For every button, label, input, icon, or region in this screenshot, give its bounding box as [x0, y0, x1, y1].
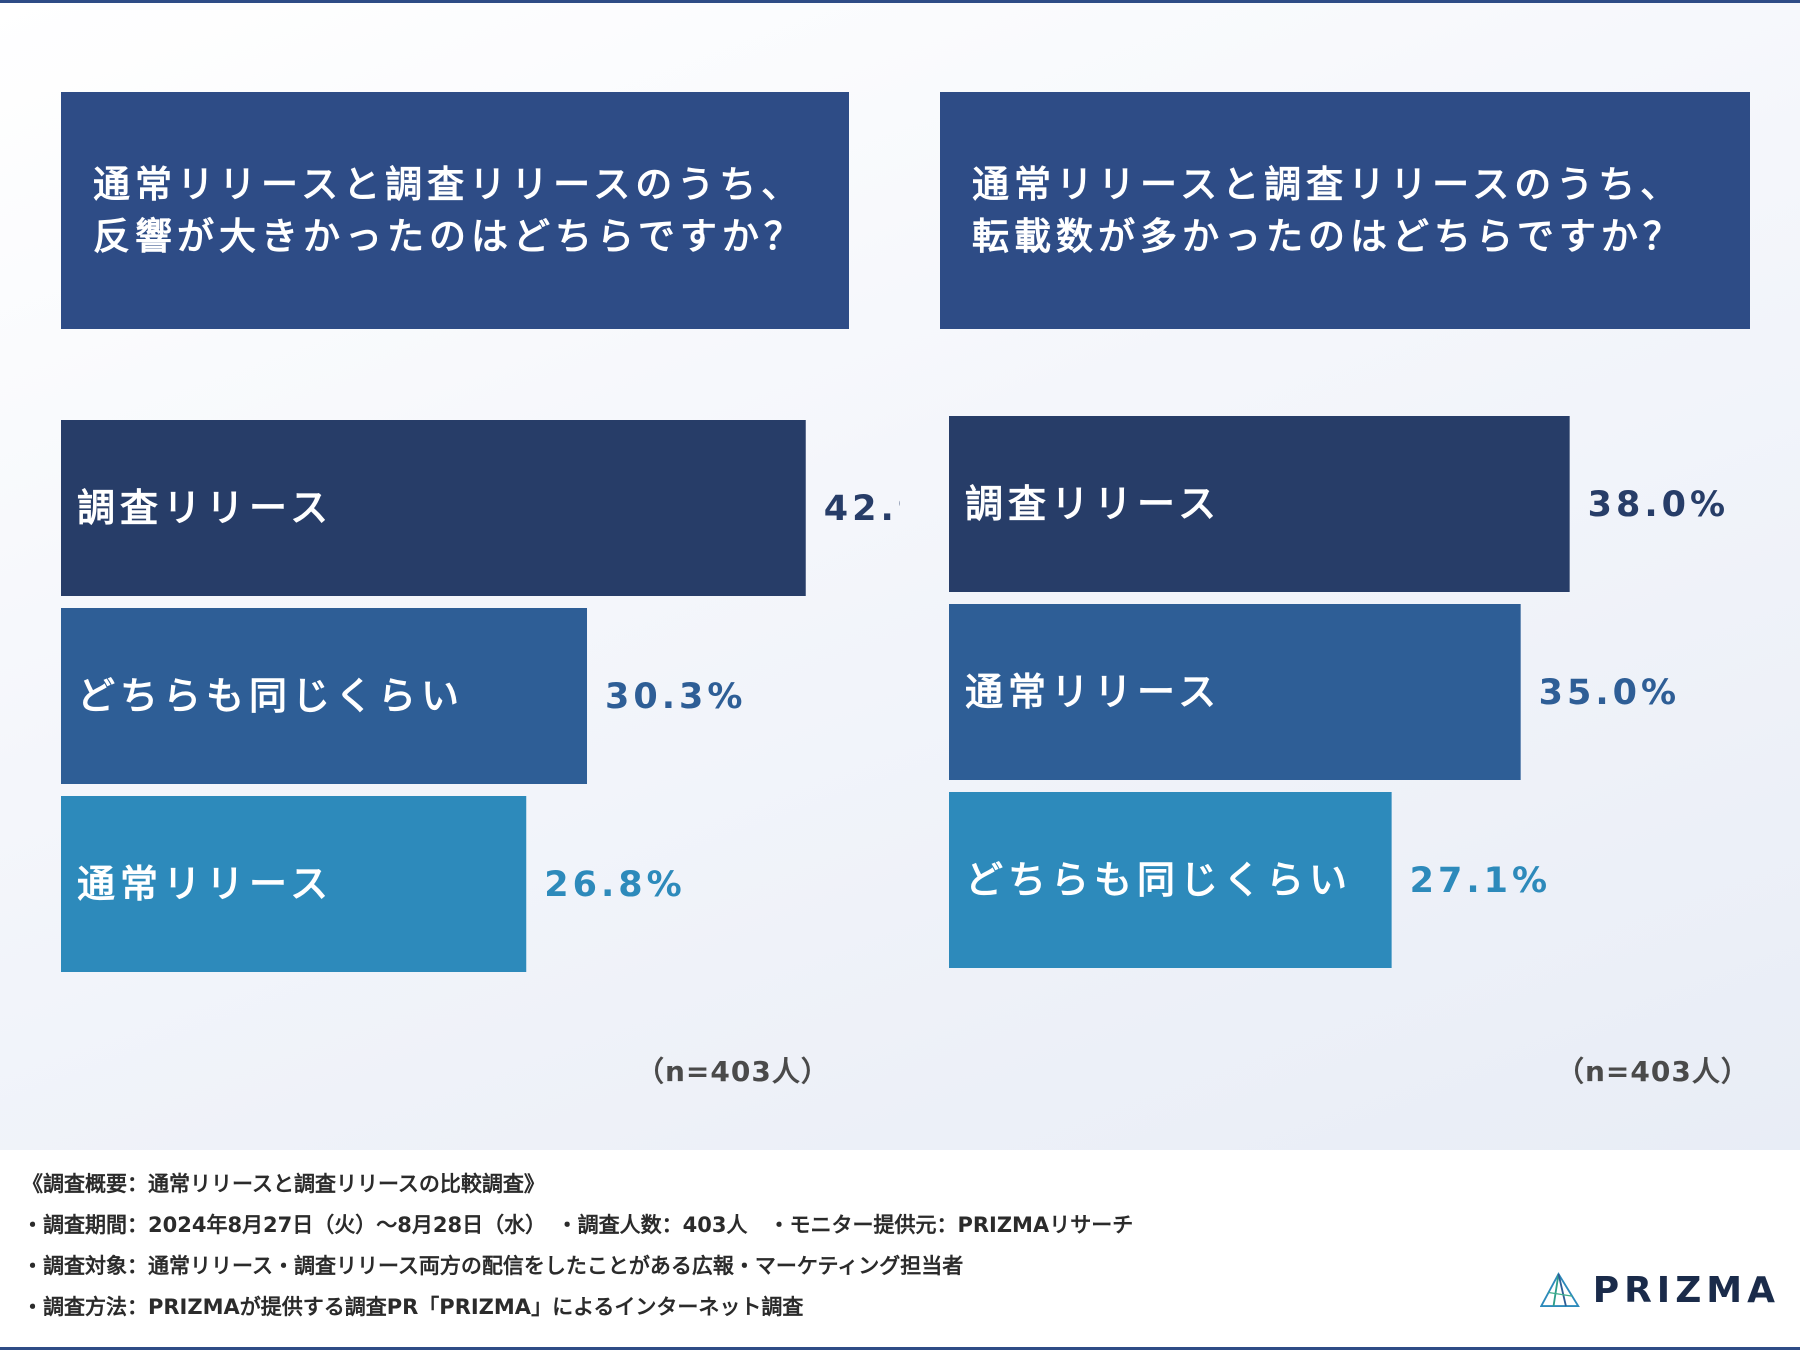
bar-value-label: 42.9%	[824, 489, 900, 529]
bar-value-label: 30.3%	[605, 677, 746, 717]
prizma-logo: PRIZMA	[1540, 1262, 1780, 1318]
sample-size-label-reprints: （n=403人）	[1556, 1055, 1750, 1088]
bar-value-label: 35.0%	[1539, 673, 1680, 713]
sample-size-label-reaction: （n=403人）	[636, 1055, 830, 1088]
bar-category-label: どちらも同じくらい	[965, 858, 1352, 902]
top-rule	[0, 0, 1800, 3]
chart-panel-reprints: 通常リリースと調査リリースのうち、 転載数が多かったのはどちらですか？ 調査リリ…	[900, 0, 1800, 1150]
bar-1	[61, 420, 806, 596]
bar-value-label: 27.1%	[1410, 861, 1551, 901]
bar-2	[61, 608, 588, 784]
bar-3	[61, 796, 527, 972]
survey-footer	[0, 1150, 1800, 1350]
question-box-reaction: 通常リリースと調査リリースのうち、 反響が大きかったのはどちらですか？	[61, 92, 849, 329]
bar-category-label: どちらも同じくらい	[77, 674, 464, 718]
bottom-rule	[0, 1347, 1800, 1350]
bar-value-label: 38.0%	[1588, 485, 1729, 525]
bar-category-label: 調査リリース	[965, 482, 1221, 526]
survey-target: ・調査対象：通常リリース・調査リリース両方の配信をしたことがある広報・マーケティ…	[22, 1254, 964, 1278]
bar-3	[949, 792, 1392, 968]
bar-category-label: 通常リリース	[77, 862, 333, 906]
chart-panel-reaction: 通常リリースと調査リリースのうち、 反響が大きかったのはどちらですか？ 調査リリ…	[0, 0, 900, 1150]
bar-chart-reaction: 調査リリース 42.9% どちらも同じくらい 30.3% 通常リリース 26.8%	[61, 420, 900, 972]
question-title-reaction: 通常リリースと調査リリースのうち、 反響が大きかったのはどちらですか？	[93, 162, 806, 258]
bar-1	[949, 416, 1570, 592]
bar-chart-reprints: 調査リリース 38.0% 通常リリース 35.0% どちらも同じくらい 27.1%	[949, 416, 1729, 968]
survey-period: ・調査期間：2024年8月27日（火）〜8月28日（水） ・調査人数：403人 …	[22, 1213, 1134, 1237]
question-title-reprints: 通常リリースと調査リリースのうち、 転載数が多かったのはどちらですか？	[972, 162, 1685, 258]
bar-2	[949, 604, 1521, 780]
logo-wordmark: PRIZMA	[1592, 1269, 1780, 1311]
bar-category-label: 通常リリース	[965, 670, 1221, 714]
survey-overview: 《調査概要：通常リリースと調査リリースの比較調査》	[22, 1172, 545, 1196]
prism-icon	[1540, 1272, 1580, 1307]
bar-value-label: 26.8%	[544, 865, 685, 905]
question-box-reprints: 通常リリースと調査リリースのうち、 転載数が多かったのはどちらですか？	[940, 92, 1750, 329]
bar-category-label: 調査リリース	[77, 486, 333, 530]
survey-method: ・調査方法：PRIZMAが提供する調査PR「PRIZMA」によるインターネット調…	[22, 1295, 804, 1319]
